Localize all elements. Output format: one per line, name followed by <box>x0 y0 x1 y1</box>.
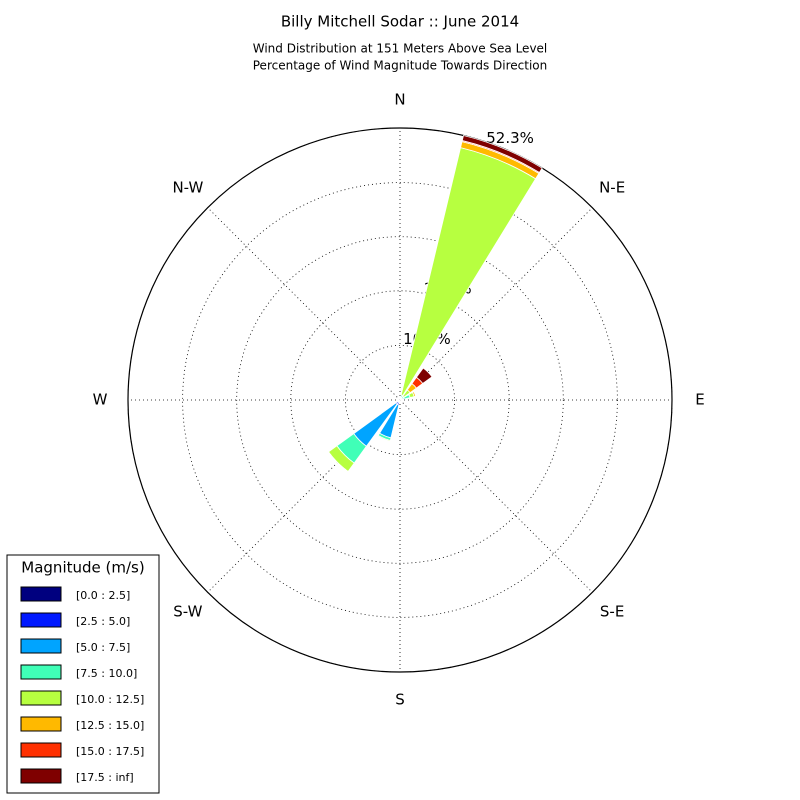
grid-ring <box>236 236 564 564</box>
chart-title: Billy Mitchell Sodar :: June 2014 <box>281 13 519 31</box>
legend-label: [2.5 : 5.0] <box>76 615 130 628</box>
legend-swatch <box>20 716 62 732</box>
direction-label: N <box>394 91 405 109</box>
grid-ring <box>290 290 510 510</box>
legend-swatch <box>20 742 62 758</box>
legend-label: [10.0 : 12.5] <box>76 693 144 706</box>
legend-swatch <box>20 612 62 628</box>
wedge-segment <box>461 135 543 174</box>
radial-grid-line <box>207 207 401 401</box>
legend-swatch <box>20 768 62 784</box>
direction-label: N-E <box>599 178 625 196</box>
legend-label: [12.5 : 15.0] <box>76 719 144 732</box>
wedge-segment <box>415 367 433 385</box>
radial-grid-line <box>207 399 401 593</box>
direction-label: S-W <box>173 603 202 621</box>
direction-label: W <box>93 391 108 409</box>
legend-label: [17.5 : inf] <box>76 771 134 784</box>
legend-label: [0.0 : 2.5] <box>76 589 130 602</box>
direction-label: S-E <box>600 603 624 621</box>
chart-subtitle: Wind Distribution at 151 Meters Above Se… <box>253 42 548 56</box>
direction-label: E <box>695 391 704 409</box>
r-tick-label: 52.3% <box>486 129 534 147</box>
legend-label: [5.0 : 7.5] <box>76 641 130 654</box>
legend-label: [7.5 : 10.0] <box>76 667 137 680</box>
grid-ring <box>182 182 618 618</box>
polar-frame <box>127 127 673 673</box>
legend-swatch <box>20 638 62 654</box>
legend-swatch <box>20 586 62 602</box>
chart-subtitle: Percentage of Wind Magnitude Towards Dir… <box>253 59 547 73</box>
legend-swatch <box>20 664 62 680</box>
legend-label: [15.0 : 17.5] <box>76 745 144 758</box>
wedge-segment <box>413 390 418 397</box>
grid-ring <box>344 344 456 456</box>
radial-grid-line <box>399 399 593 593</box>
radial-grid-line <box>399 207 593 401</box>
wedge-segment <box>400 147 537 397</box>
legend-title: Magnitude (m/s) <box>21 559 144 577</box>
legend-swatch <box>20 690 62 706</box>
direction-label: S <box>395 691 405 709</box>
direction-label: N-W <box>172 178 203 196</box>
